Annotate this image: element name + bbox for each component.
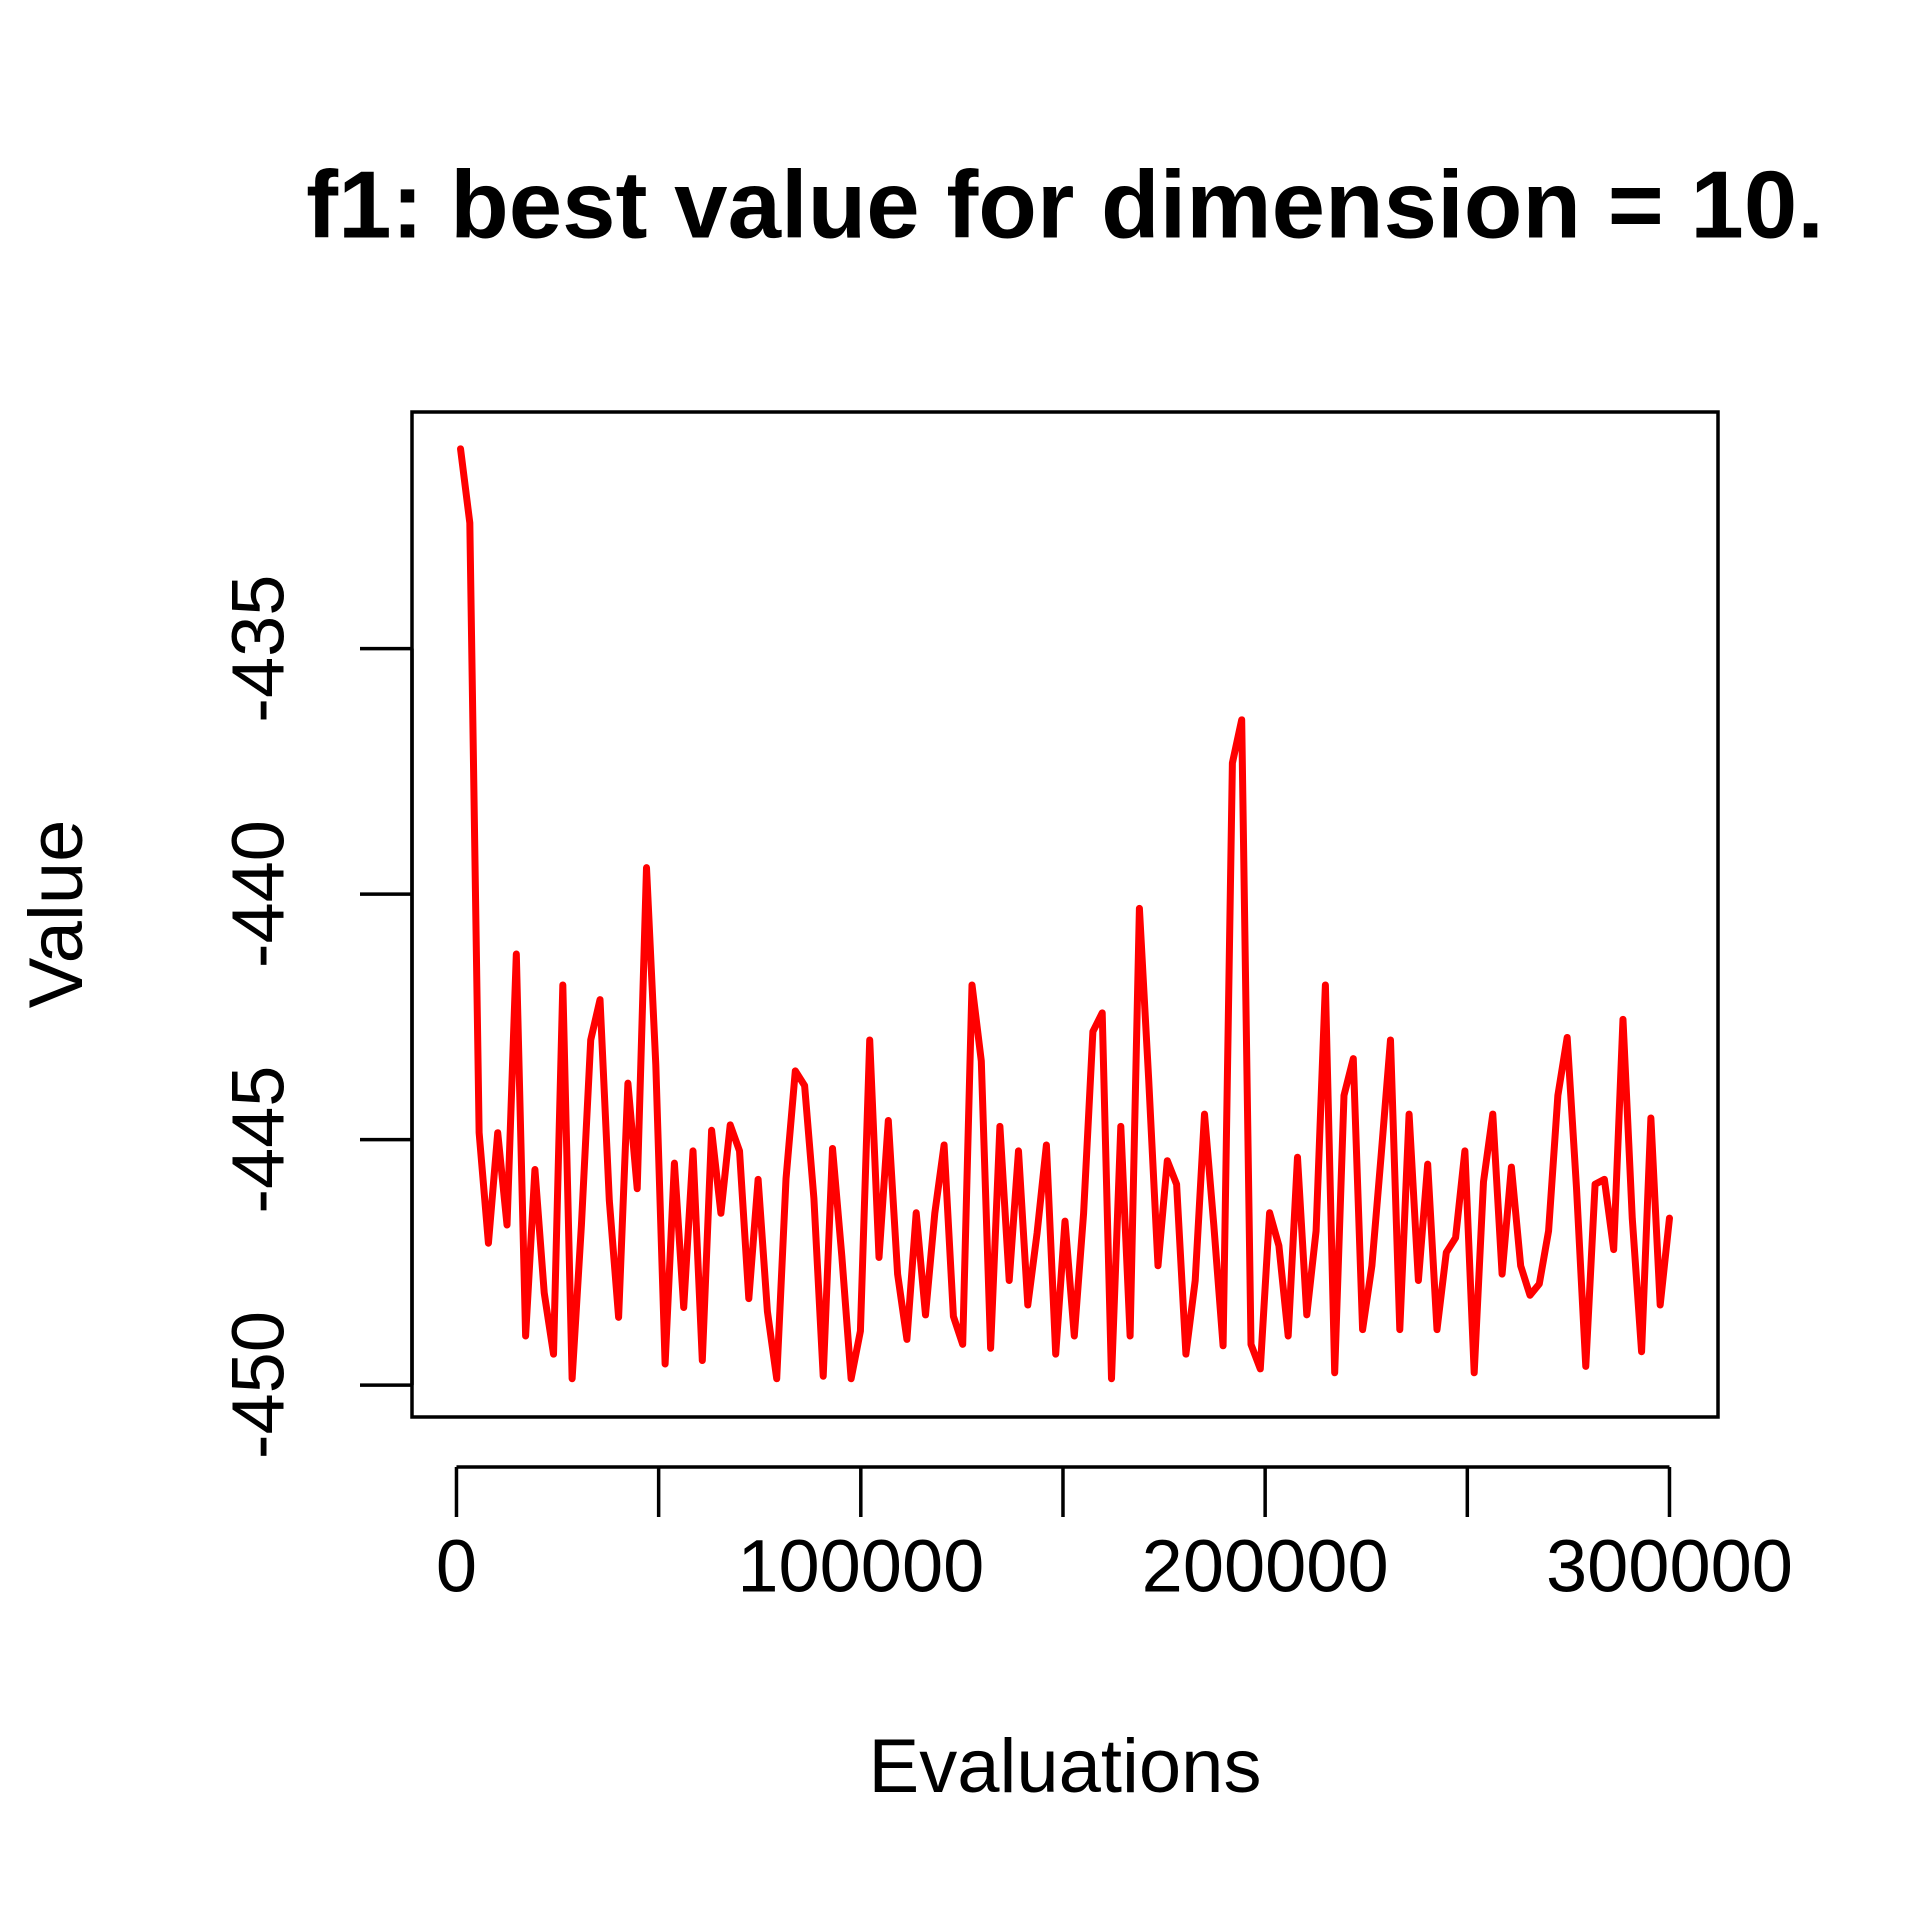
x-tick-label: 0	[436, 1525, 477, 1608]
y-axis-title: Value	[14, 820, 99, 1009]
y-tick-label: -435	[217, 575, 300, 723]
y-tick-label: -445	[217, 1066, 300, 1214]
x-tick-label: 100000	[737, 1525, 984, 1608]
y-tick-label: -440	[217, 820, 300, 968]
data-line	[457, 445, 1673, 1383]
x-tick-label: 300000	[1546, 1525, 1793, 1608]
y-tick-label: -450	[217, 1311, 300, 1459]
chart-title: f1: best value for dimension = 10.	[306, 151, 1824, 258]
x-tick-label: 200000	[1142, 1525, 1389, 1608]
x-axis-title: Evaluations	[869, 1724, 1262, 1809]
